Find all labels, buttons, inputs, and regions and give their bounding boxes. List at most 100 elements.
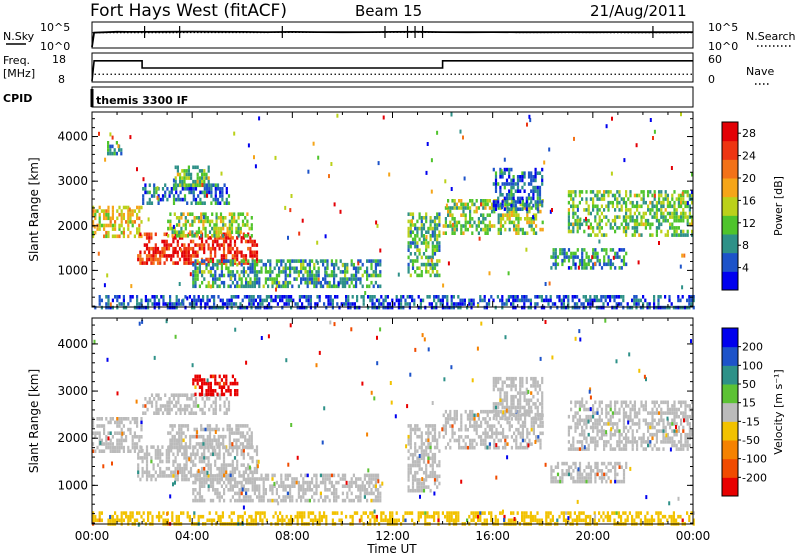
rti-cell — [507, 295, 510, 299]
rti-cell — [368, 259, 371, 263]
rti-cell — [370, 477, 373, 481]
rti-cell — [407, 234, 410, 238]
rti-cell — [372, 284, 375, 289]
rti-cell — [377, 284, 380, 289]
rti-cell — [508, 189, 511, 193]
rti-cell — [183, 407, 187, 412]
rti-cell — [488, 220, 491, 225]
rti-cell — [308, 273, 311, 278]
rti-cell — [234, 273, 237, 278]
rti-cell — [242, 261, 245, 265]
rti-cell — [206, 424, 209, 428]
rti-cell — [416, 226, 419, 231]
rti-cell — [303, 295, 306, 299]
rti-cell — [308, 480, 311, 485]
rti-cell — [156, 250, 160, 255]
rti-cell — [111, 227, 114, 231]
rti-cell — [192, 473, 195, 478]
rti-cell — [429, 219, 432, 224]
rti-cell — [118, 438, 121, 443]
rti-cell — [242, 259, 245, 263]
rti-cell — [233, 239, 237, 244]
rti-cell — [164, 393, 167, 397]
rti-cell — [528, 206, 531, 210]
rti-cell — [658, 226, 661, 230]
rti-cell — [264, 266, 267, 271]
rti-cell — [209, 473, 212, 478]
rti-cell — [477, 514, 480, 519]
rti-cell — [293, 270, 296, 274]
rti-cell — [340, 518, 343, 523]
rti-cell — [253, 491, 256, 496]
rti-cell — [180, 438, 183, 443]
rti-cell — [216, 259, 219, 263]
rti-cell — [194, 201, 198, 205]
rti-scatter-cell — [275, 287, 277, 292]
rti-cell — [148, 246, 151, 251]
rti-cell — [603, 208, 606, 212]
rti-cell — [516, 200, 520, 204]
rti-cell — [482, 217, 485, 221]
rti-cell — [231, 470, 234, 475]
rti-cell — [611, 193, 614, 198]
rti-cell — [620, 258, 623, 263]
rti-cell — [250, 514, 253, 519]
rti-cell — [196, 179, 199, 184]
rti-cell — [469, 220, 472, 225]
rti-cell — [179, 393, 182, 397]
rti-cell — [639, 298, 642, 303]
rti-cell — [174, 474, 177, 478]
rti-cell — [255, 254, 259, 258]
rti-cell — [201, 280, 204, 285]
rti-cell — [353, 302, 356, 306]
rti-cell — [170, 400, 173, 405]
rti-cell — [218, 473, 221, 478]
rti-cell — [572, 229, 575, 234]
rti-cell — [234, 277, 237, 281]
rti-cell — [673, 211, 676, 216]
rti-cell — [547, 511, 550, 515]
rti-cell — [521, 305, 524, 310]
rti-cell — [208, 427, 212, 432]
rti-cell — [614, 193, 617, 198]
rti-cell — [433, 266, 437, 270]
rti-cell — [326, 273, 329, 278]
rti-cell — [420, 270, 423, 274]
rti-cell — [414, 226, 417, 231]
rti-cell — [184, 226, 187, 231]
rti-cell — [120, 216, 123, 221]
rti-cell — [655, 226, 658, 230]
rti-cell — [433, 305, 436, 310]
rti-cell — [227, 243, 230, 247]
rti-cell — [360, 295, 363, 299]
rti-cell — [297, 480, 300, 485]
rti-cell — [408, 305, 411, 310]
rti-cell — [512, 175, 515, 179]
rti-cell — [409, 470, 412, 475]
rti-cell — [161, 452, 164, 457]
rti-cell — [172, 397, 176, 401]
rti-cell — [414, 460, 417, 464]
rti-cell — [690, 511, 693, 515]
rti-cell — [633, 222, 636, 227]
rti-cell — [197, 230, 201, 234]
rti-cell — [523, 305, 526, 310]
rti-cell — [282, 284, 285, 289]
rti-cell — [446, 514, 449, 519]
rti-cell — [322, 480, 325, 485]
rti-cell — [304, 473, 307, 478]
rti-cell — [439, 302, 442, 306]
rti-cell — [107, 141, 110, 145]
rti-cell — [170, 254, 173, 258]
rti-cell — [417, 518, 420, 523]
rti-cell — [521, 514, 524, 519]
rti-cell — [534, 171, 537, 175]
rti-cell — [315, 284, 318, 289]
rti-cell — [127, 518, 130, 523]
rti-cell — [373, 302, 376, 306]
rti-cell — [304, 480, 307, 485]
rti-cell — [350, 273, 353, 278]
rti-cell — [196, 266, 199, 271]
rti-cell — [138, 449, 141, 453]
rti-cell — [604, 295, 607, 299]
